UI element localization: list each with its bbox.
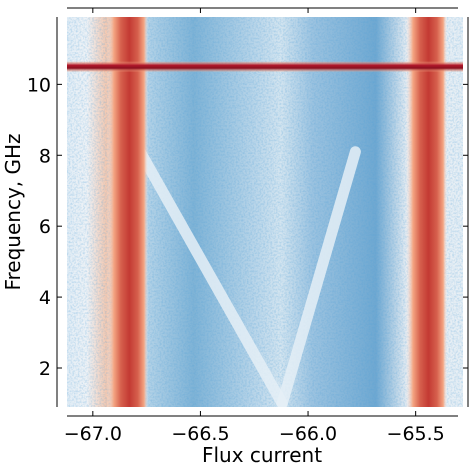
x-axis-label: Flux current xyxy=(202,443,322,467)
y-tick-label-0: 2 xyxy=(39,358,51,380)
plot-area xyxy=(67,17,463,407)
y-axis-ticks: 2 4 6 8 10 xyxy=(27,74,468,380)
v-arm-0 xyxy=(134,146,288,407)
vertical-band-1 xyxy=(405,17,448,407)
vertical-band-0 xyxy=(106,17,149,407)
x-tick-label-3: −65.5 xyxy=(387,423,445,445)
x-axis-ticks: −67.0 −66.5 −66.0 −65.5 xyxy=(64,8,445,445)
horizontal-resonance-line xyxy=(67,61,463,72)
y-axis-label: Frequency, GHz xyxy=(1,133,25,290)
x-tick-label-1: −66.5 xyxy=(171,423,229,445)
x-tick-label-2: −66.0 xyxy=(279,423,337,445)
y-tick-label-3: 8 xyxy=(39,145,51,167)
y-tick-label-1: 4 xyxy=(39,287,51,309)
x-tick-label-0: −67.0 xyxy=(64,423,122,445)
y-tick-label-2: 6 xyxy=(39,216,51,238)
v-arm-1 xyxy=(276,146,361,407)
y-tick-label-4: 10 xyxy=(27,74,51,96)
